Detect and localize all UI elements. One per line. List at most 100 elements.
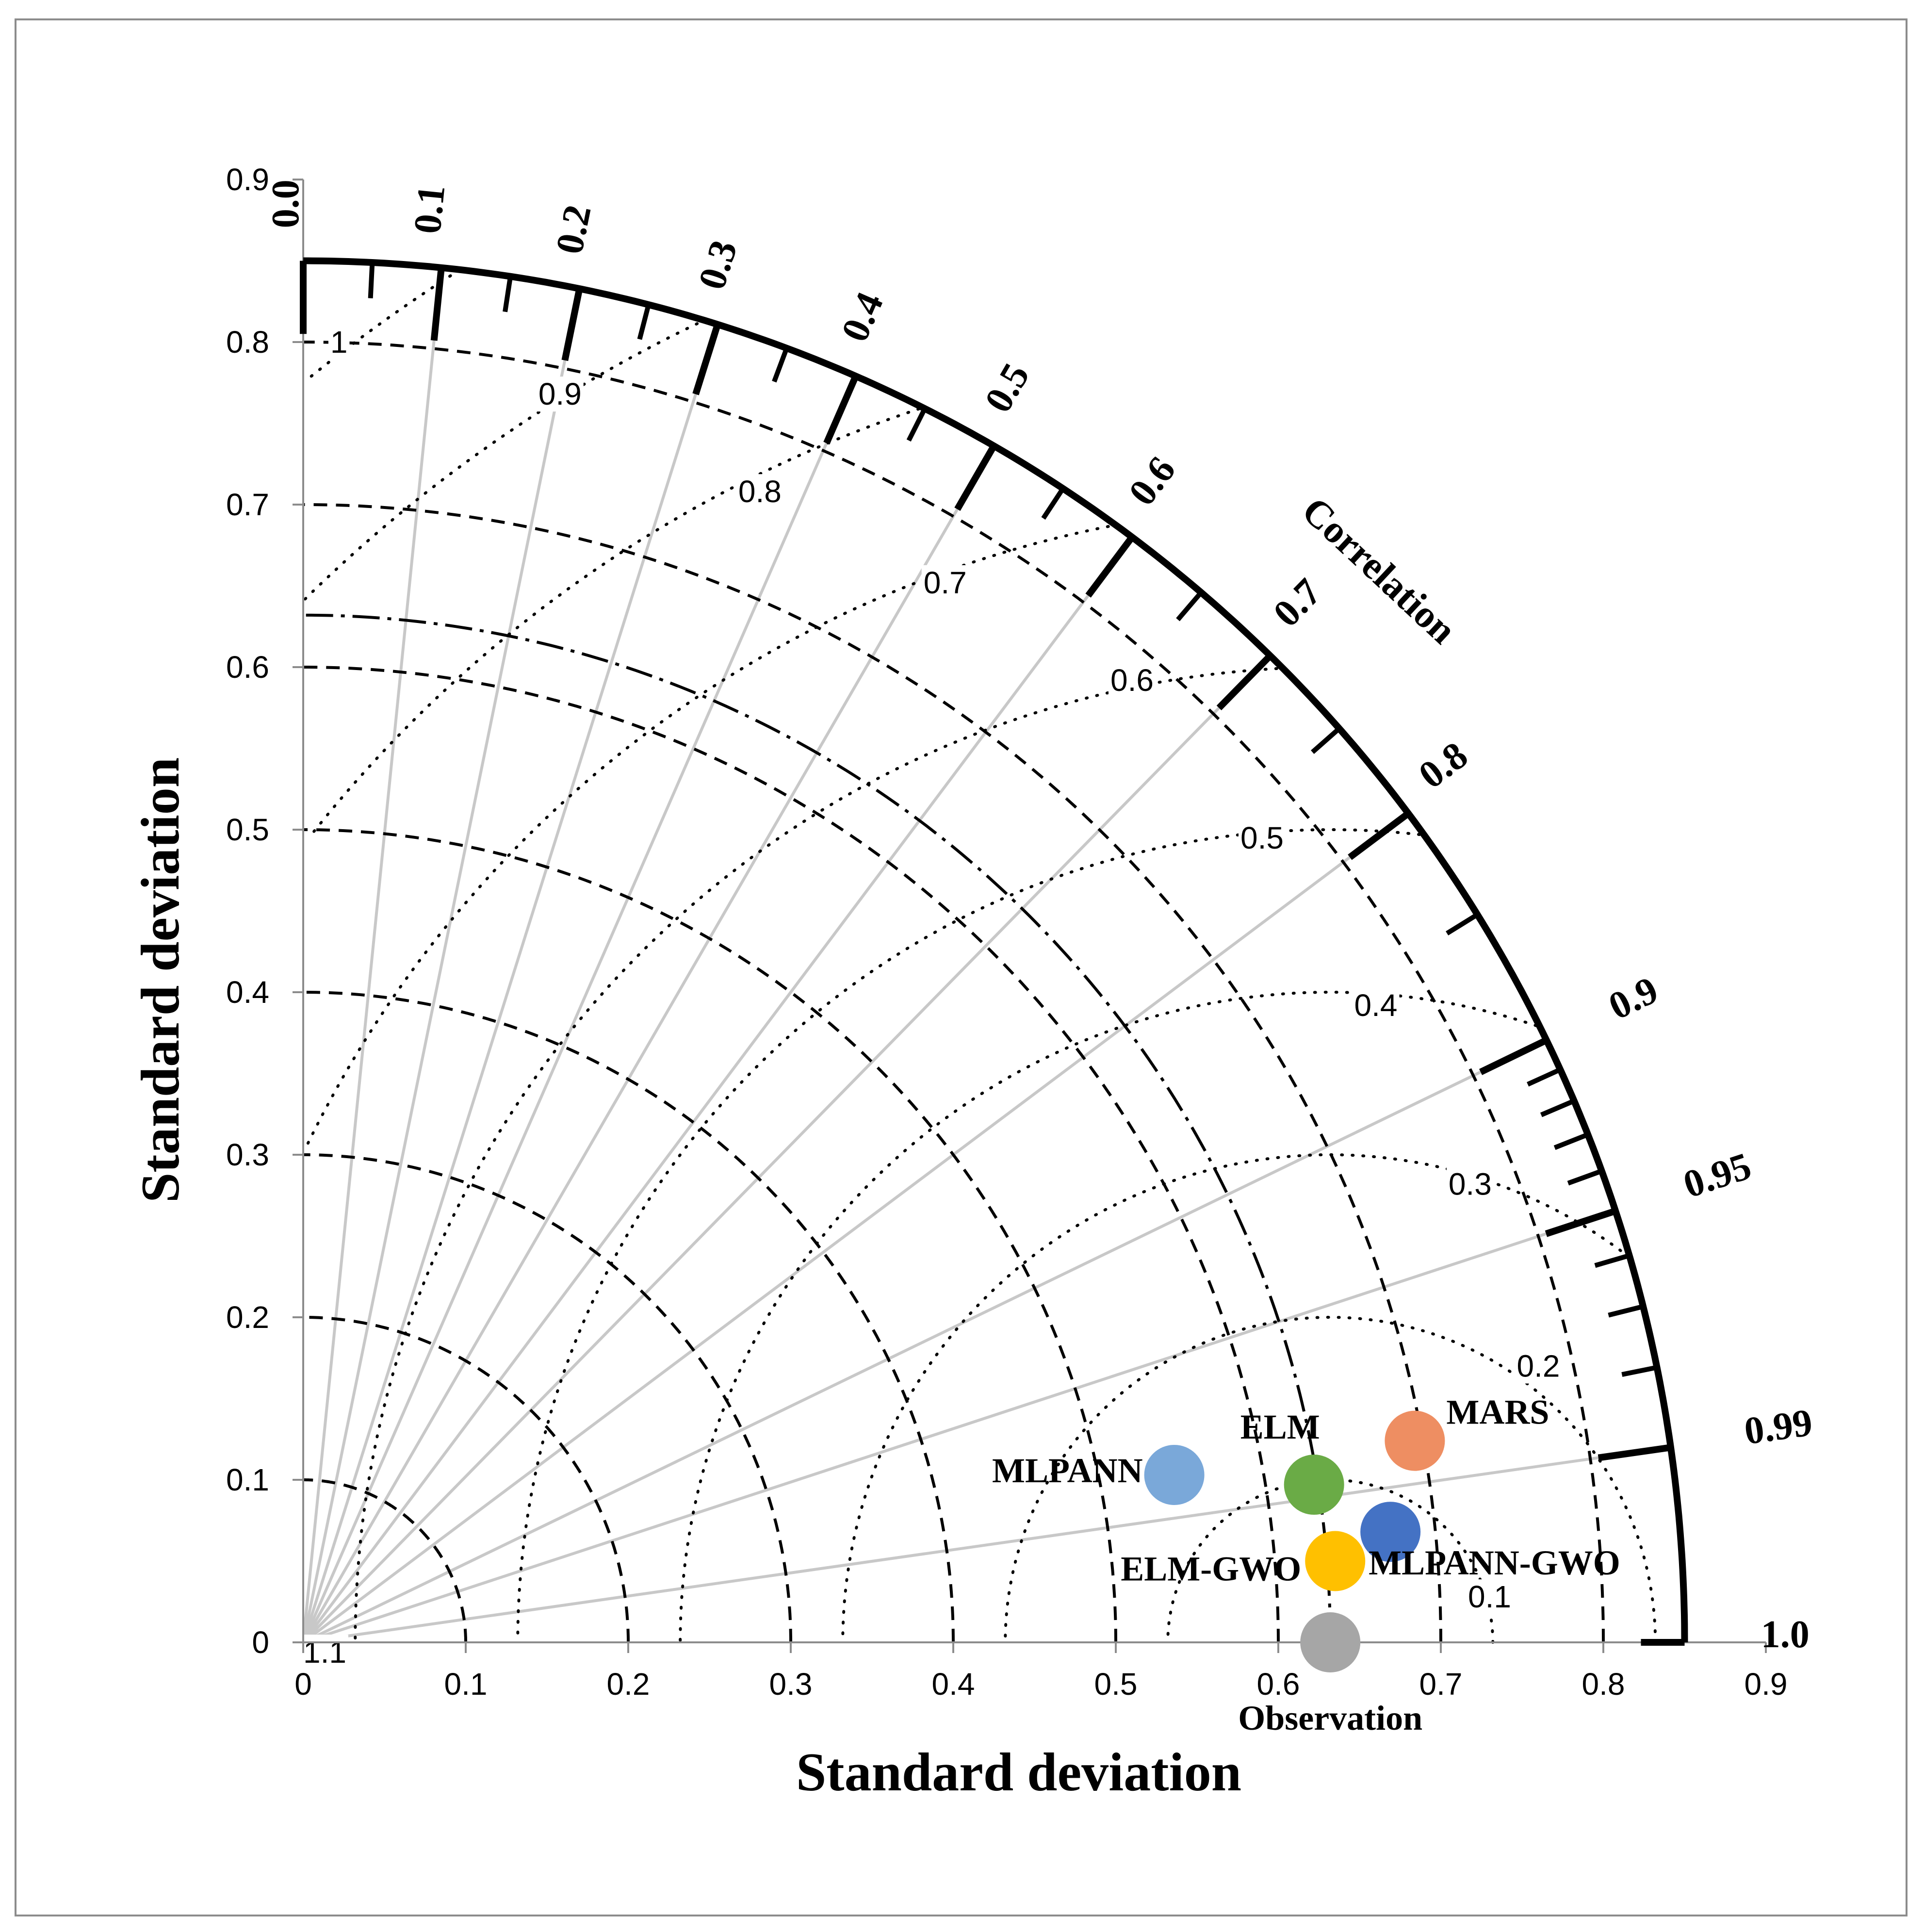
y-tick-label: 0.9 bbox=[226, 162, 269, 197]
correlation-line bbox=[302, 376, 857, 1643]
rmsd-label-bg bbox=[536, 377, 584, 412]
data-point bbox=[1300, 1612, 1361, 1672]
std-arc bbox=[303, 828, 1117, 1643]
axes: 0 0.1 0.2 0.3 0.4 0.5 0.6 0.7 0.8 0.9 0 0.1 0.2 0.3 0.… bbox=[226, 162, 1787, 1702]
correlation-line bbox=[302, 655, 1272, 1644]
correlation-arc bbox=[303, 257, 1688, 1643]
correlation-minor-tick bbox=[1446, 912, 1479, 936]
rmsd-label: 0.2 bbox=[1517, 1349, 1560, 1384]
correlation-minor-tick bbox=[906, 407, 927, 442]
x-tick-label: 0.7 bbox=[1419, 1667, 1463, 1702]
correlation-minor-tick bbox=[1176, 590, 1203, 622]
correlation-minor-tick bbox=[1608, 1304, 1644, 1318]
correlation-line bbox=[302, 288, 581, 1643]
correlation-minor-tick bbox=[1567, 1168, 1603, 1186]
correlation-major-tick bbox=[1598, 1444, 1672, 1461]
correlation-line bbox=[302, 445, 995, 1643]
x-tick-label: 0.5 bbox=[1094, 1667, 1138, 1702]
rmsd-label: 0.1 bbox=[1468, 1579, 1511, 1614]
correlation-major-tick bbox=[561, 288, 583, 361]
x-tick-label: 0.8 bbox=[1582, 1667, 1625, 1702]
rmsd-label-bg bbox=[1515, 1348, 1562, 1384]
correlation-major-tick bbox=[823, 375, 859, 445]
y-tick-label: 0.8 bbox=[226, 325, 269, 360]
data-points: MLPANN ELM MARS MLPANN-GWO ELM-GWO Observatio… bbox=[992, 1393, 1620, 1737]
std-arc bbox=[303, 1478, 467, 1642]
rmsd-label-bg bbox=[1352, 987, 1400, 1023]
rmsd-label: 1 bbox=[330, 325, 348, 360]
correlation-major-tick bbox=[954, 444, 997, 511]
rmsd-label: 1.1 bbox=[303, 1635, 346, 1670]
correlation-minor-tick bbox=[503, 276, 513, 312]
x-tick-label: 0.1 bbox=[444, 1667, 488, 1702]
rmsd-arcs: 0.1 0.2 0.3 0.4 0.5 0.6 0.7 0.8 0.9 1 1.1 bbox=[301, 268, 1657, 1670]
y-tick-label: 0.1 bbox=[226, 1462, 269, 1497]
y-axis-title: Standard deviation bbox=[130, 757, 191, 1203]
rmsd-arc bbox=[679, 991, 1538, 1644]
std-arc bbox=[303, 341, 1605, 1643]
rmsd-arc bbox=[354, 667, 1278, 1644]
y-tick-label: 0.6 bbox=[226, 650, 269, 685]
correlation-tick-label: 1.0 bbox=[1761, 1613, 1810, 1656]
correlation-major-tick bbox=[1545, 1208, 1617, 1237]
std-arc bbox=[303, 503, 1442, 1643]
rmsd-label: 0.4 bbox=[1354, 988, 1398, 1023]
data-point bbox=[1360, 1502, 1421, 1562]
rmsd-label: 0.3 bbox=[1449, 1166, 1492, 1201]
correlation-line bbox=[302, 536, 1133, 1643]
x-tick-label: 0.6 bbox=[1257, 1667, 1300, 1702]
std-arc bbox=[303, 1153, 792, 1642]
x-tick-label: 0.2 bbox=[607, 1667, 650, 1702]
correlation-minor-tick bbox=[1553, 1132, 1589, 1150]
data-point bbox=[1385, 1410, 1445, 1471]
data-point-label: ELM bbox=[1240, 1408, 1320, 1446]
data-point-label: MLPANN-GWO bbox=[1369, 1543, 1620, 1582]
rmsd-arc bbox=[1004, 1316, 1657, 1644]
data-point-label: Observation bbox=[1238, 1699, 1422, 1737]
rmsd-label: 0.9 bbox=[538, 377, 582, 411]
correlation-major-tick bbox=[1216, 653, 1273, 711]
rmsd-label-bg bbox=[1109, 662, 1156, 698]
data-point-label: ELM-GWO bbox=[1121, 1550, 1301, 1588]
data-point bbox=[1305, 1531, 1366, 1591]
data-point bbox=[1284, 1455, 1344, 1515]
correlation-major-tick bbox=[1479, 1037, 1548, 1075]
correlation-minor-tick bbox=[1311, 726, 1341, 754]
correlation-minor-tick bbox=[772, 347, 789, 383]
rmsd-label-bg bbox=[1446, 1166, 1494, 1202]
std-arc bbox=[303, 1316, 630, 1642]
reference-std-arc bbox=[303, 613, 1332, 1643]
rmsd-label-bg bbox=[736, 474, 783, 509]
rmsd-label-bg bbox=[1239, 820, 1286, 855]
y-tick-label: 0 bbox=[252, 1625, 269, 1660]
x-axis-title: Standard deviation bbox=[796, 1742, 1241, 1802]
y-tick-label: 0.7 bbox=[226, 487, 269, 522]
x-tick-label: 0.3 bbox=[769, 1667, 813, 1702]
correlation-minor-tick bbox=[1621, 1365, 1658, 1377]
correlation-minor-tick bbox=[1527, 1067, 1562, 1087]
x-tick-label: 0 bbox=[294, 1667, 312, 1702]
correlation-major-tick bbox=[430, 267, 445, 341]
correlation-line bbox=[302, 267, 443, 1643]
correlation-major-tick bbox=[692, 323, 721, 395]
correlation-minor-tick bbox=[1594, 1253, 1631, 1268]
correlation-minor-tick bbox=[1041, 487, 1065, 520]
correlation-major-tick bbox=[1085, 535, 1135, 598]
rmsd-arc bbox=[308, 407, 920, 839]
reference-std-arc bbox=[303, 613, 1332, 1643]
correlation-line bbox=[302, 1039, 1548, 1644]
correlation-tick-label: 0.2 bbox=[548, 201, 600, 258]
y-tick-label: 0.4 bbox=[226, 975, 269, 1010]
correlation-minor-tick bbox=[1540, 1098, 1575, 1117]
data-point-label: MLPANN bbox=[992, 1451, 1143, 1490]
rmsd-label-bg bbox=[328, 325, 350, 360]
correlation-minor-tick bbox=[368, 262, 375, 298]
correlation-radial-lines bbox=[302, 267, 1671, 1644]
std-arcs bbox=[303, 341, 1605, 1643]
rmsd-label: 0.6 bbox=[1110, 663, 1154, 698]
y-tick-label: 0.5 bbox=[226, 812, 269, 847]
correlation-tick-label: 0.1 bbox=[406, 183, 453, 235]
y-tick-label: 0.2 bbox=[226, 1300, 269, 1335]
correlation-major-tick bbox=[1348, 810, 1411, 860]
